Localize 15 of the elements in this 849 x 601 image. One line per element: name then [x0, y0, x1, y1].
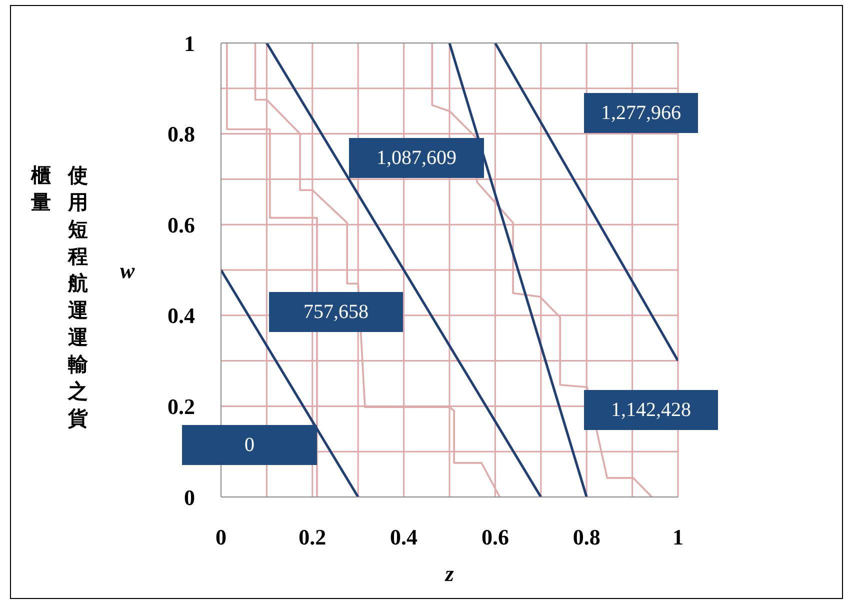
y-tick-label: 0.2: [168, 394, 195, 420]
y-tick-label: 0.8: [168, 122, 195, 147]
y-tick-label: 1: [184, 30, 195, 56]
y-tick-label: 0: [184, 484, 195, 510]
x-tick-label: 0.6: [481, 524, 509, 550]
y-tick-label: 0.4: [168, 303, 195, 328]
y-axis-title: w: [120, 258, 135, 283]
text: 使用短程航運運輸之貨櫃量: [31, 165, 88, 430]
x-tick-label: 0.2: [298, 524, 326, 550]
x-tick-label: 1: [672, 524, 684, 550]
x-tick-label: 0.4: [390, 524, 418, 550]
x-axis-title: z: [444, 561, 454, 586]
y-tick-label: 0.6: [168, 212, 195, 238]
x-tick-label: 0.8: [572, 524, 600, 550]
x-tick-label: 0: [216, 524, 226, 550]
